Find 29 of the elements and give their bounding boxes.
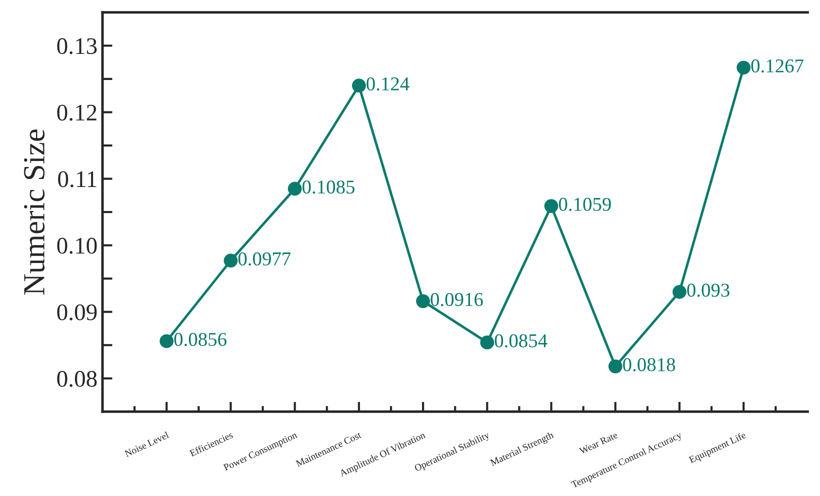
data-label: 0.0854	[494, 334, 548, 348]
point	[224, 254, 238, 268]
point	[352, 78, 366, 93]
data-label: 0.0818	[623, 358, 676, 372]
data-label: 0.0916	[430, 292, 483, 306]
y-tick-label: 0.13	[57, 38, 97, 54]
data-label: 0.1085	[302, 180, 354, 194]
point	[288, 182, 302, 196]
point	[160, 334, 174, 348]
point	[736, 60, 751, 75]
point	[480, 336, 494, 350]
y-tick-label: 0.10	[57, 238, 97, 254]
data-label: 0.0856	[174, 332, 226, 346]
y-tick-label: 0.09	[57, 304, 97, 320]
y-tick-label: 0.08	[57, 370, 97, 387]
x-tick-label: Wear Rate	[578, 432, 618, 454]
point	[608, 359, 622, 374]
point	[544, 199, 558, 213]
y-axis-title: Numeric Size	[24, 130, 45, 295]
data-label: 0.1059	[558, 198, 611, 212]
y-tick-label: 0.11	[58, 171, 96, 188]
data-label: 0.124	[366, 77, 410, 91]
data-label: 0.093	[687, 284, 730, 297]
y-tick-label: 0.12	[57, 104, 96, 121]
x-tick-label: Noise Level	[124, 431, 170, 458]
data-label: 0.1267	[751, 59, 804, 73]
point	[672, 284, 686, 299]
point	[416, 294, 430, 308]
data-label: 0.0977	[238, 252, 291, 266]
